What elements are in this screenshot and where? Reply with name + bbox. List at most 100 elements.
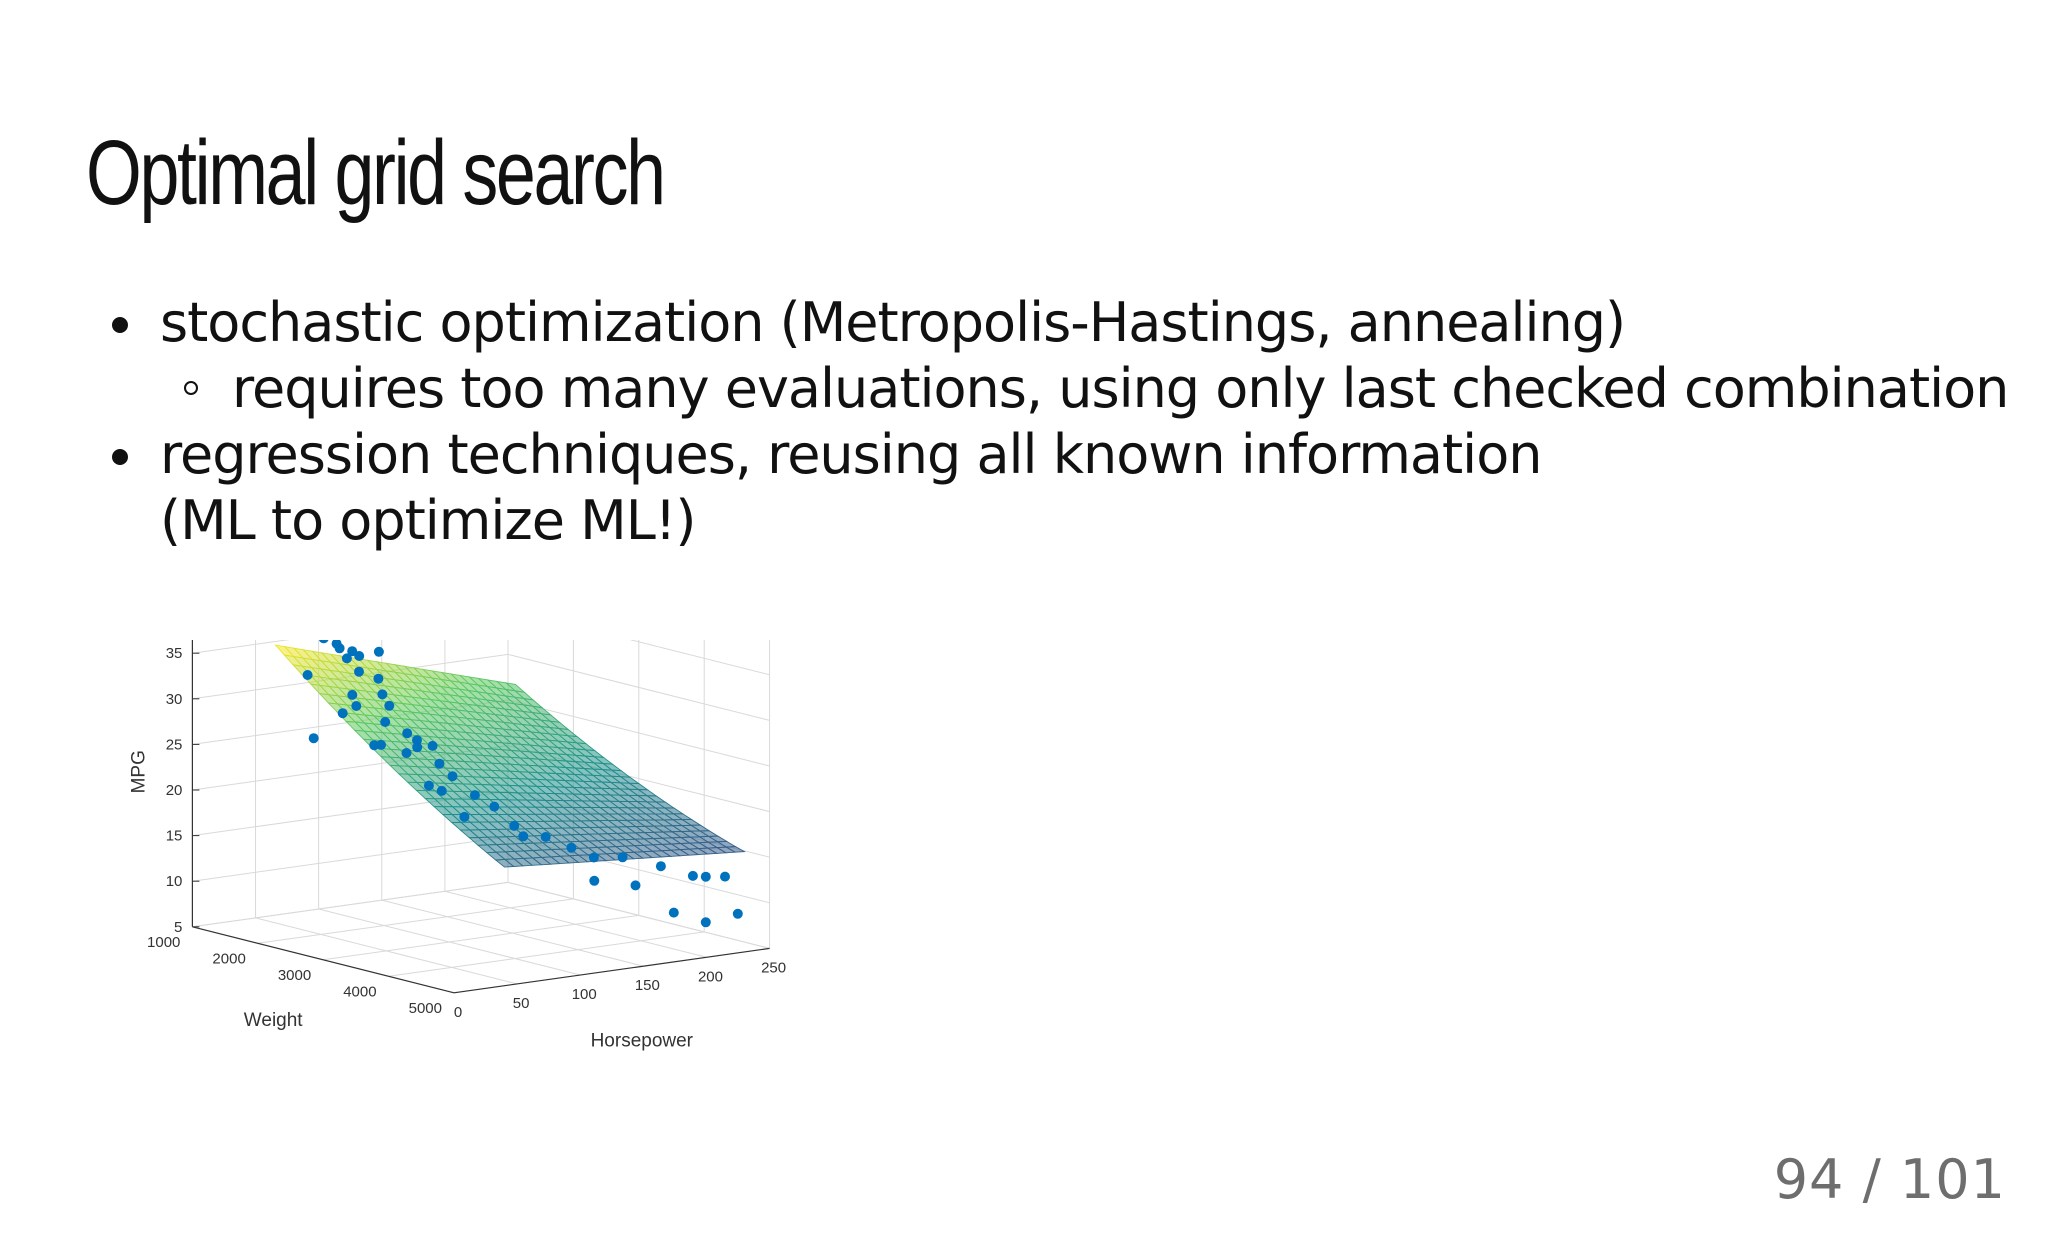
z-tick-label: 25: [166, 736, 183, 753]
data-point: [617, 852, 628, 863]
data-point: [720, 871, 730, 882]
z-tick-label: 10: [166, 873, 183, 890]
y-tick-label: 250: [761, 959, 786, 976]
y-tick-label: 150: [635, 977, 660, 994]
x-tick-label: 2000: [212, 950, 245, 967]
data-point: [655, 861, 666, 872]
data-point: [427, 740, 438, 751]
z-tick-label: 30: [166, 691, 183, 708]
sub-bullet-circle-icon: [184, 381, 198, 395]
z-tick-label: 5: [174, 919, 182, 936]
grid-line: [507, 881, 770, 949]
z-tick-label: 15: [166, 828, 183, 845]
y-tick-label: 0: [454, 1004, 462, 1021]
bullet-item: regression techniques, reusing all known…: [0, 422, 2048, 554]
data-point: [334, 643, 345, 654]
z-tick-label: 35: [166, 645, 183, 662]
data-point: [354, 666, 364, 677]
data-point: [401, 748, 412, 758]
x-tick-label: 1000: [147, 934, 180, 951]
data-point: [302, 670, 313, 680]
bullet-list: stochastic optimization (Metropolis-Hast…: [0, 290, 2048, 554]
data-point: [402, 728, 413, 739]
data-point: [436, 785, 447, 796]
data-point: [369, 740, 380, 751]
x-tick-label: 4000: [343, 983, 376, 1000]
data-point: [668, 907, 679, 918]
regression-surface-chart: 5101520253035404510002000300040005000050…: [110, 640, 890, 1225]
y-tick-label: 100: [572, 986, 597, 1003]
x-tick-label: 3000: [278, 967, 311, 984]
chart-svg: 5101520253035404510002000300040005000050…: [128, 640, 786, 1052]
grid-line: [507, 699, 770, 767]
bullet-dot-icon: [112, 317, 128, 333]
y-tick-label: 50: [513, 995, 530, 1012]
data-point: [373, 646, 384, 657]
surface-cell: [724, 846, 746, 853]
grid-line: [507, 653, 770, 721]
data-points: [302, 640, 743, 928]
sub-bullet-text: requires too many evaluations, using onl…: [232, 357, 2009, 420]
data-point: [354, 651, 365, 661]
grid-line: [192, 640, 290, 654]
data-point: [347, 689, 358, 700]
chart-ticks: 5101520253035404510002000300040005000050…: [147, 640, 786, 1021]
x-tick-label: 5000: [409, 1000, 442, 1017]
data-point: [351, 701, 362, 711]
grid-line: [629, 640, 770, 676]
data-point: [341, 653, 352, 664]
grid-line: [318, 908, 581, 976]
data-point: [732, 908, 743, 919]
bullet-dot-icon: [112, 449, 128, 465]
data-point: [588, 852, 599, 863]
regression-surface: [274, 644, 746, 868]
data-point: [447, 771, 458, 782]
grid-line: [257, 898, 574, 944]
grid-line: [388, 931, 705, 977]
slide-title: Optimal grid search: [86, 122, 666, 224]
data-point: [459, 811, 470, 822]
data-point: [540, 832, 551, 842]
data-point: [318, 640, 329, 644]
data-point: [347, 646, 358, 657]
page-number: 94 / 101: [1773, 1148, 2006, 1211]
data-point: [308, 733, 319, 744]
data-point: [380, 717, 391, 727]
grid-line: [192, 836, 509, 882]
bullet-item: stochastic optimization (Metropolis-Hast…: [0, 290, 2048, 356]
bullet-text: stochastic optimization (Metropolis-Hast…: [160, 291, 1626, 354]
data-point: [412, 735, 422, 746]
grid-line: [381, 899, 644, 967]
data-point: [700, 871, 711, 882]
grid-line: [255, 917, 518, 985]
y-tick-label: 200: [698, 968, 723, 985]
bullet-text: regression techniques, reusing all known…: [160, 423, 1542, 486]
sub-bullet-item: requires too many evaluations, using onl…: [0, 356, 2048, 422]
grid-line: [192, 881, 509, 928]
data-point: [384, 700, 395, 711]
data-point: [589, 875, 600, 886]
z-tick-label: 20: [166, 782, 183, 799]
data-point: [469, 790, 480, 801]
y-axis-line: [453, 947, 770, 994]
data-point: [377, 689, 388, 700]
data-point: [566, 842, 577, 853]
data-point: [700, 917, 711, 928]
y-axis-label: Horsepower: [591, 1031, 694, 1052]
grid-line: [444, 890, 707, 958]
data-point: [489, 801, 500, 812]
data-point: [412, 742, 423, 753]
data-point: [337, 708, 348, 719]
data-point: [373, 673, 384, 684]
data-point: [630, 880, 641, 891]
x-axis-label: Weight: [244, 1010, 304, 1031]
z-axis-label: MPG: [128, 750, 149, 793]
grid-line: [323, 914, 639, 961]
data-point: [687, 870, 698, 881]
data-point: [434, 758, 445, 769]
data-point: [509, 820, 520, 831]
data-point: [423, 780, 434, 791]
bullet-continuation: (ML to optimize ML!): [160, 489, 697, 552]
x-axis-line: [192, 926, 455, 994]
